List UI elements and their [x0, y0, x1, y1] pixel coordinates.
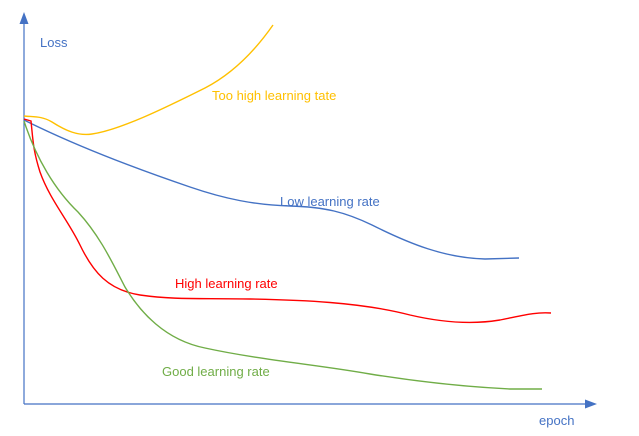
y-axis-label: Loss: [40, 35, 68, 50]
axes: [19, 12, 597, 409]
high-learning-rate-curve: [23, 118, 552, 324]
too-high-learning-rate-label: Too high learning tate: [212, 88, 336, 103]
x-axis-label: epoch: [539, 413, 574, 428]
high-learning-rate-label: High learning rate: [175, 276, 278, 291]
y-axis-arrowhead: [19, 12, 29, 24]
low-learning-rate-label: Low learning rate: [280, 194, 380, 209]
too-high-learning-rate-curve: [23, 24, 274, 136]
low-learning-rate-curve: [23, 119, 520, 260]
x-axis-arrowhead: [585, 399, 597, 409]
good-learning-rate-label: Good learning rate: [162, 364, 270, 379]
good-learning-rate-curve: [23, 120, 542, 390]
